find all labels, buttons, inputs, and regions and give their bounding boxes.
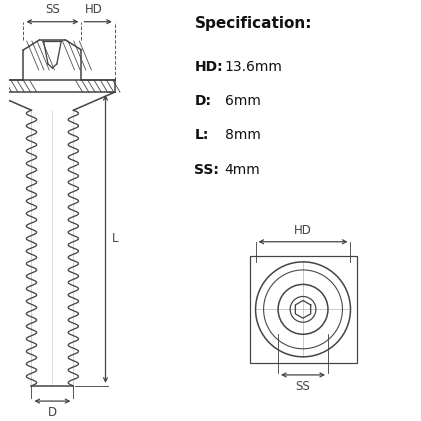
Text: HD: HD [85, 3, 102, 16]
Text: 8mm: 8mm [224, 128, 261, 142]
Text: SS:: SS: [195, 163, 219, 176]
Text: SS: SS [45, 3, 60, 16]
Text: 4mm: 4mm [224, 163, 260, 176]
Text: SS: SS [296, 380, 310, 393]
Text: L:: L: [195, 128, 209, 142]
Text: D: D [48, 406, 57, 419]
Bar [250, 256, 357, 363]
Text: 6mm: 6mm [224, 94, 261, 108]
Text: L: L [112, 232, 118, 245]
Text: HD:: HD: [195, 60, 223, 74]
Text: HD: HD [294, 224, 312, 237]
Text: Specification:: Specification: [195, 16, 312, 31]
Text: D:: D: [195, 94, 211, 108]
Text: 13.6mm: 13.6mm [224, 60, 282, 74]
